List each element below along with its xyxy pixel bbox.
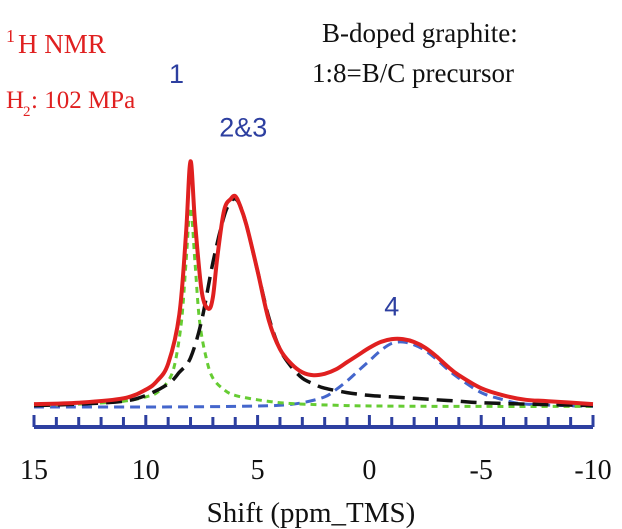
series-line-measured xyxy=(33,159,594,407)
condition-subscript: 2 xyxy=(23,104,31,120)
series-line-fit-peak-4 xyxy=(33,340,594,409)
x-tick-label: -10 xyxy=(574,455,611,486)
peak-label: 4 xyxy=(384,292,399,322)
spectrum-curves xyxy=(33,159,594,409)
condition-element: H xyxy=(6,87,24,114)
chart-title: H NMR xyxy=(18,29,106,59)
x-tick-label: -5 xyxy=(470,455,493,486)
x-axis: 15 10 5 0 -5 -10 xyxy=(20,415,612,486)
x-tick-label: 10 xyxy=(132,455,160,486)
peak-labels: 1 2&3 4 xyxy=(169,59,399,322)
series-line-fit-peak-1 xyxy=(33,206,594,408)
title-nucleus-superscript: 1 xyxy=(6,26,15,46)
condition-pressure: : 102 MPa xyxy=(31,87,135,114)
sample-description-line1: B-doped graphite: xyxy=(322,18,518,48)
sample-description-line2: 1:8=B/C precursor xyxy=(312,58,514,88)
x-tick-label: 5 xyxy=(251,455,265,486)
peak-label: 1 xyxy=(169,59,184,89)
x-axis-label: Shift (ppm_TMS) xyxy=(207,497,416,529)
x-tick-label: 15 xyxy=(20,455,48,486)
peak-label: 2&3 xyxy=(219,113,267,143)
x-tick-label: 0 xyxy=(362,455,376,486)
